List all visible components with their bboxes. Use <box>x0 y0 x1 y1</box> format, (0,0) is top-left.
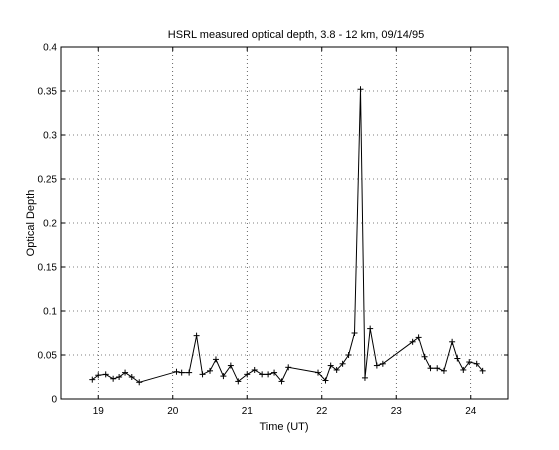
data-point <box>333 366 340 373</box>
data-point <box>251 366 258 373</box>
data-point <box>285 364 292 371</box>
data-point <box>235 378 242 385</box>
data-point <box>122 369 129 376</box>
data-point <box>102 371 109 378</box>
data-point <box>227 362 234 369</box>
data-point <box>173 368 180 375</box>
data-point <box>193 332 200 339</box>
data-point <box>434 365 441 372</box>
y-tick-label: 0.05 <box>38 351 58 362</box>
data-point <box>449 338 456 345</box>
y-tick-label: 0.4 <box>43 43 57 54</box>
y-tick-label: 0.25 <box>38 175 58 186</box>
x-tick-label: 20 <box>167 406 179 417</box>
data-point <box>440 367 447 374</box>
y-tick-label: 0.35 <box>38 87 58 98</box>
data-point <box>116 374 123 380</box>
data-point <box>454 355 461 362</box>
x-tick-label: 19 <box>93 406 105 417</box>
series-line <box>92 89 484 383</box>
data-point <box>178 369 185 376</box>
y-tick-label: 0.2 <box>43 219 57 230</box>
grid <box>61 46 508 400</box>
data-point <box>409 338 416 345</box>
data-point <box>136 379 143 386</box>
x-tick-label: 21 <box>242 406 254 417</box>
x-tick-label: 22 <box>316 406 328 417</box>
data-point <box>473 360 480 367</box>
plot-frame <box>60 46 509 400</box>
data-point <box>357 86 364 93</box>
data-point <box>207 367 213 374</box>
y-tick-label: 0 <box>51 395 57 406</box>
data-point <box>460 366 467 373</box>
data-point <box>327 362 334 369</box>
y-tick-label: 0.1 <box>43 307 57 318</box>
data-point <box>186 369 193 376</box>
x-tick-label: 23 <box>391 406 403 417</box>
data-point <box>345 352 352 358</box>
data-point <box>373 362 380 369</box>
data-point <box>212 356 219 363</box>
data-point <box>95 372 102 379</box>
x-axis-label: Time (UT) <box>259 421 308 433</box>
data-point <box>339 360 346 367</box>
data-point <box>415 334 422 341</box>
axis-ticks <box>61 46 508 400</box>
data-point <box>322 377 329 384</box>
x-tick-label: 24 <box>465 406 477 417</box>
y-tick-label: 0.15 <box>38 263 58 274</box>
chart-title: HSRL measured optical depth, 3.8 - 12 km… <box>168 29 424 41</box>
data-point <box>220 373 227 380</box>
data-point <box>351 330 358 336</box>
data-point <box>265 371 272 378</box>
data-point <box>479 367 486 374</box>
data-point <box>271 369 278 376</box>
data-point <box>199 371 206 378</box>
data-point <box>315 369 322 376</box>
data-point <box>259 371 266 378</box>
data-point <box>89 376 96 383</box>
data-point <box>466 359 473 366</box>
data-point <box>128 374 135 380</box>
data-point <box>278 378 285 385</box>
tick-labels: 19 20 21 22 23 24 0 0.05 0.1 0.15 0.2 0.25 0.3 0.35 0.… <box>38 43 477 418</box>
y-tick-label: 0.3 <box>43 131 57 142</box>
data-point <box>427 365 434 372</box>
data-point <box>379 360 386 367</box>
data-point <box>110 375 117 382</box>
data-point <box>361 374 368 381</box>
data-point <box>421 353 428 360</box>
data-point <box>244 371 251 378</box>
data-point <box>367 325 374 332</box>
y-axis-label: Optical Depth <box>25 190 37 257</box>
data-markers <box>89 86 486 386</box>
